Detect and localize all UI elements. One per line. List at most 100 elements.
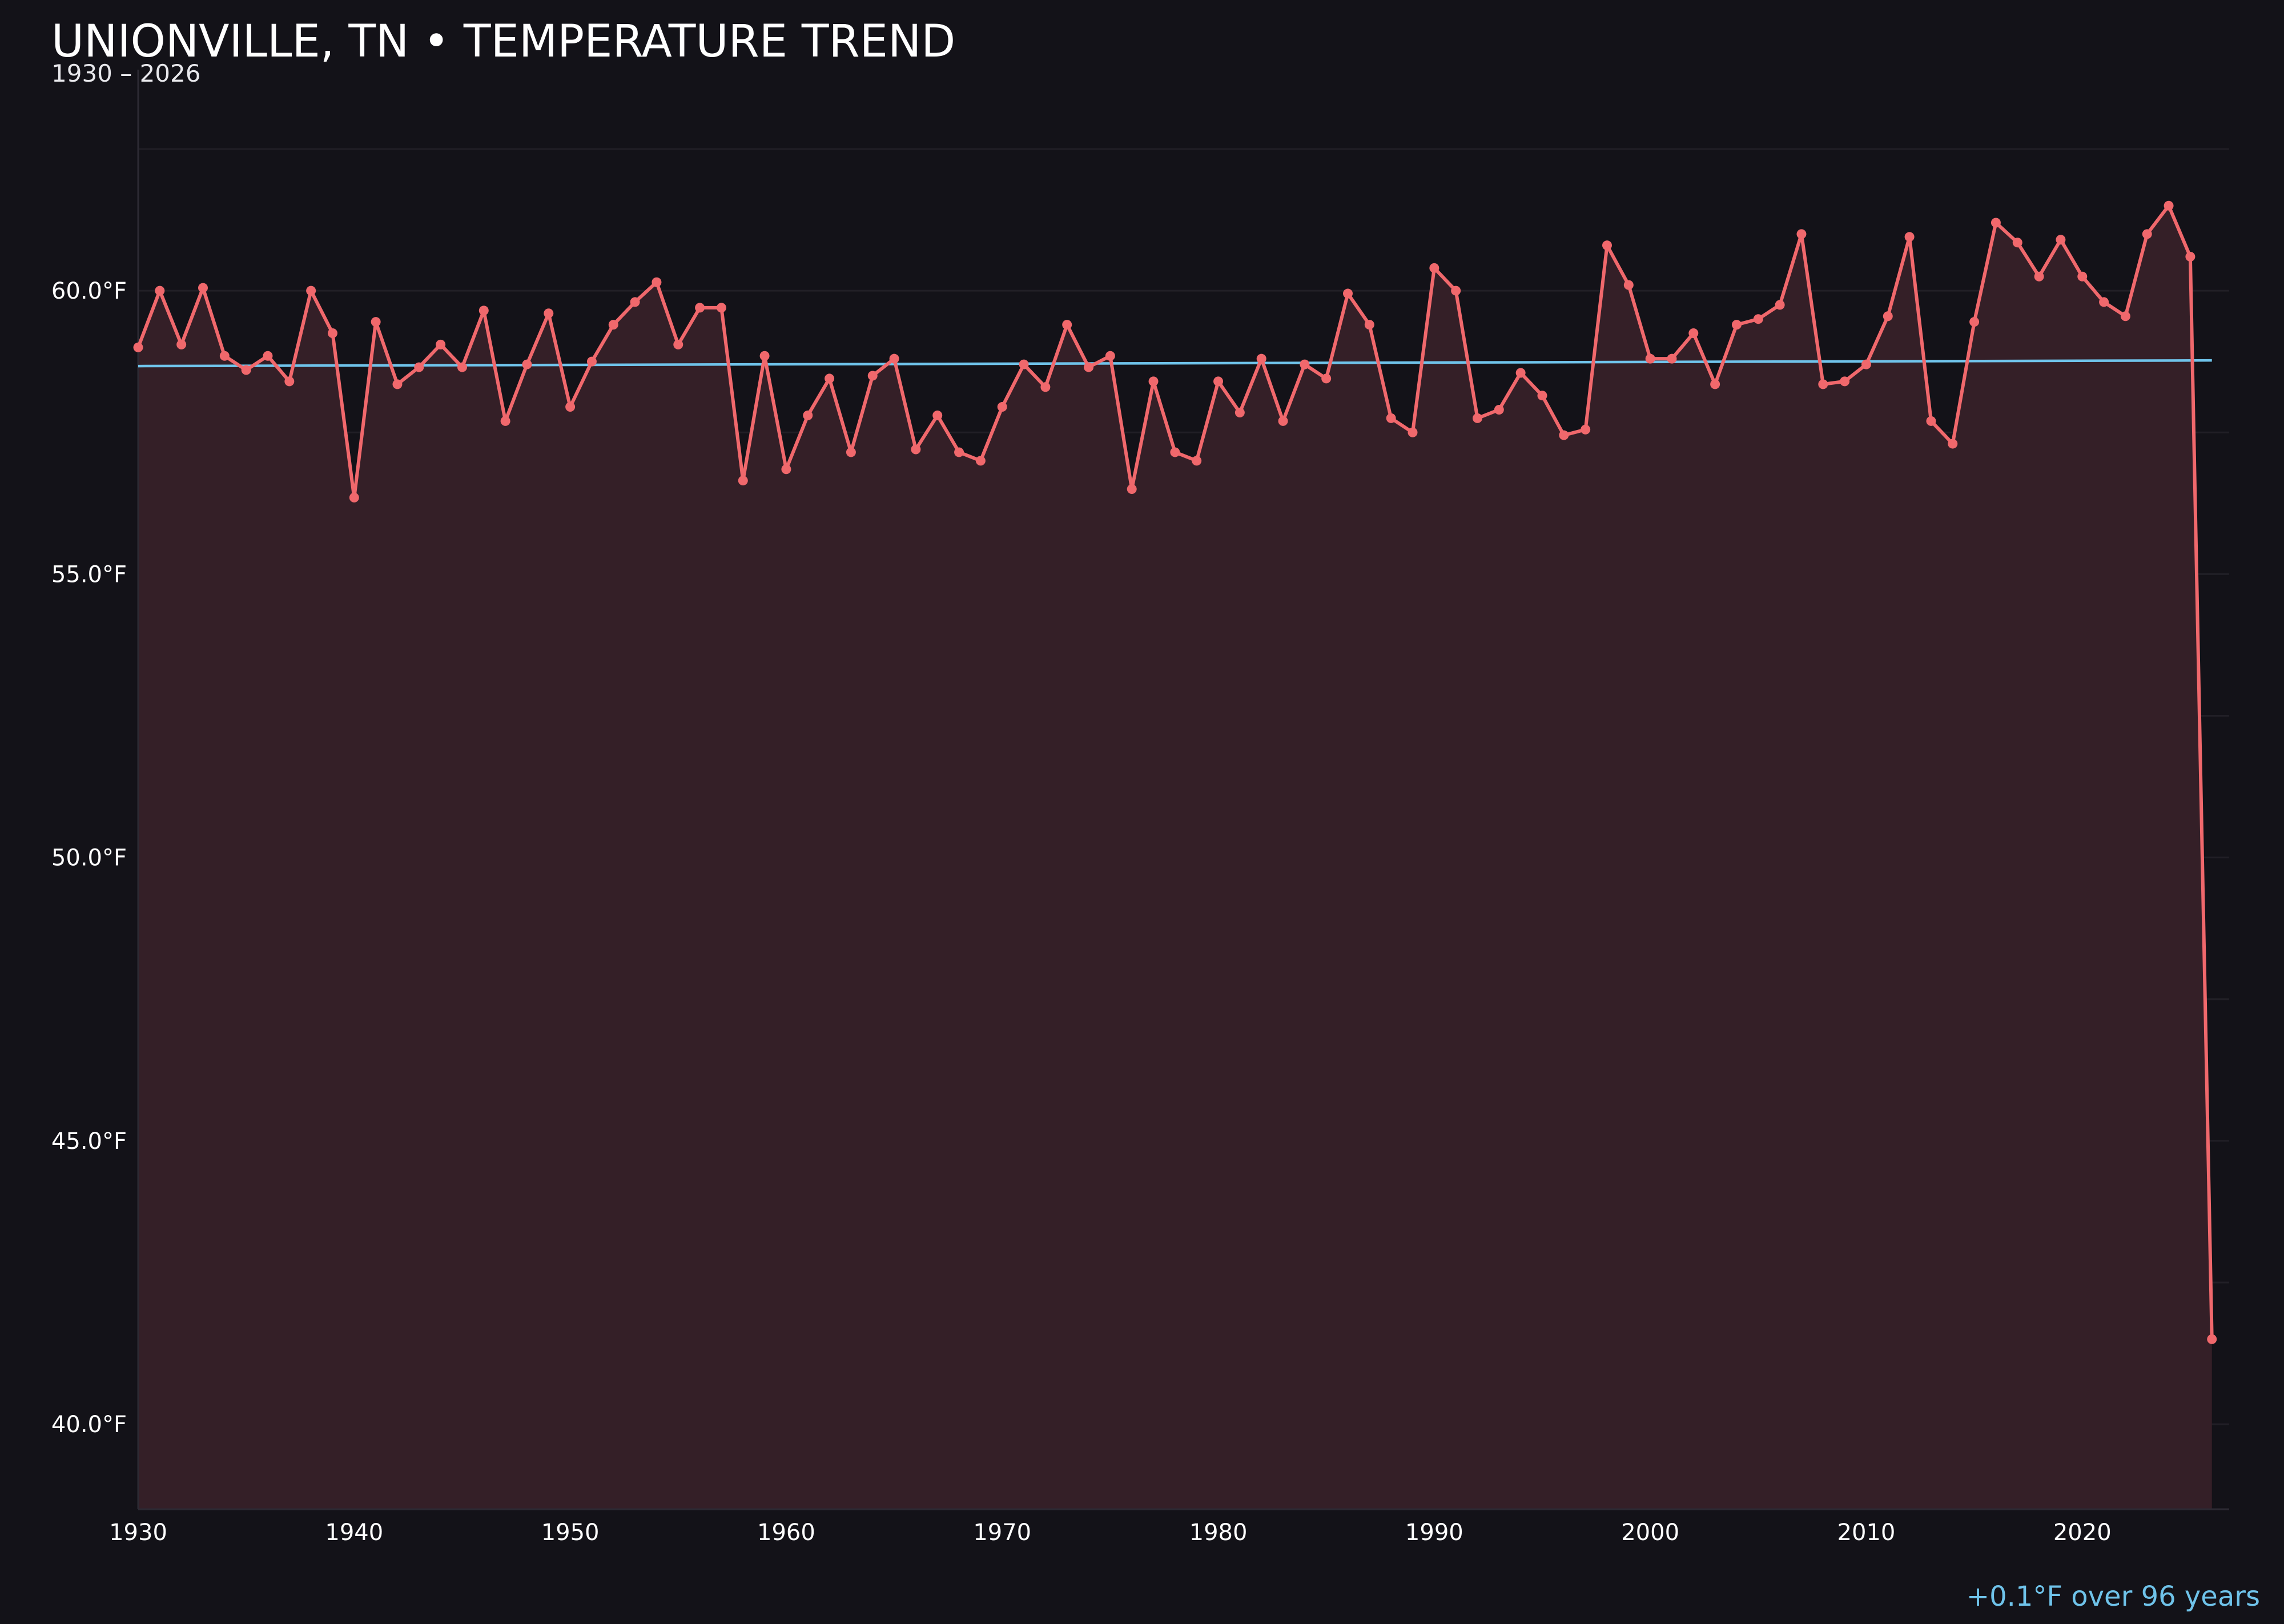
x-axis-ticks: 1930 1940 1950 1960 1970 1980 1990 2000 2010 2020: [109, 1520, 2112, 1546]
x-tick-label: 1950: [541, 1520, 600, 1546]
data-point: [133, 342, 143, 352]
data-point: [2207, 1334, 2217, 1344]
points-layer: [133, 200, 2217, 1344]
data-point: [349, 492, 359, 503]
data-point: [630, 297, 640, 307]
x-tick-label: 2020: [2053, 1520, 2112, 1546]
data-point: [1494, 405, 1504, 415]
data-point: [1710, 379, 1720, 389]
data-point: [1278, 416, 1288, 426]
data-point: [1602, 240, 1612, 251]
data-point: [1753, 314, 1763, 324]
data-point: [1105, 351, 1115, 361]
data-point: [2077, 271, 2088, 282]
data-point: [975, 456, 986, 466]
data-point: [1148, 376, 1159, 387]
data-point: [241, 365, 251, 375]
data-point: [1084, 362, 1094, 372]
data-point: [997, 402, 1007, 412]
data-point: [932, 410, 943, 420]
data-point: [1213, 376, 1224, 387]
data-point: [1235, 407, 1245, 417]
data-point: [1731, 320, 1742, 330]
data-point: [911, 444, 921, 455]
data-point: [803, 410, 813, 420]
data-point: [371, 317, 381, 327]
data-point: [673, 339, 683, 349]
data-point: [738, 476, 748, 486]
data-point: [954, 447, 964, 457]
data-point: [1559, 430, 1569, 440]
axes: [137, 70, 2229, 1510]
data-point: [652, 277, 662, 287]
data-point: [586, 356, 597, 367]
data-point: [1364, 320, 1374, 330]
x-tick-label: 2010: [1837, 1520, 1896, 1546]
data-point: [1127, 484, 1137, 494]
data-point: [2185, 252, 2195, 262]
data-point: [1429, 263, 1439, 273]
data-point: [1170, 447, 1180, 457]
data-point: [198, 283, 208, 293]
data-point: [759, 351, 770, 361]
data-point: [1321, 373, 1332, 384]
data-point: [1948, 439, 1958, 449]
y-tick-label: 60.0°F: [51, 278, 127, 304]
data-point: [436, 339, 446, 349]
data-point: [522, 359, 532, 369]
temperature-area: [138, 206, 2212, 1510]
data-point: [2099, 297, 2109, 307]
data-point: [478, 305, 489, 316]
data-point: [867, 371, 878, 381]
chart-title: UNIONVILLE, TN • TEMPERATURE TREND: [51, 16, 956, 67]
data-point: [284, 376, 295, 387]
data-point: [889, 353, 899, 364]
data-point: [1926, 416, 1936, 426]
data-point: [781, 464, 791, 475]
x-tick-label: 1980: [1189, 1520, 1248, 1546]
data-point: [1451, 286, 1461, 296]
data-point: [327, 328, 337, 339]
data-point: [1300, 359, 1310, 369]
area-fill: [138, 206, 2212, 1510]
data-point: [2164, 200, 2174, 211]
x-tick-label: 1930: [109, 1520, 167, 1546]
data-point: [1840, 376, 1850, 387]
x-tick-label: 2000: [1621, 1520, 1679, 1546]
data-point: [1688, 328, 1699, 339]
data-point: [1192, 456, 1202, 466]
data-point: [695, 303, 705, 313]
data-point: [1062, 320, 1072, 330]
data-point: [219, 351, 230, 361]
x-tick-label: 1940: [325, 1520, 383, 1546]
data-point: [176, 339, 187, 349]
x-tick-label: 1960: [757, 1520, 815, 1546]
data-point: [2012, 238, 2022, 248]
chart-subtitle: 1930 – 2026: [51, 59, 201, 87]
data-point: [1667, 353, 1677, 364]
x-tick-label: 1970: [973, 1520, 1031, 1546]
data-point: [392, 379, 403, 389]
data-point: [457, 362, 467, 372]
data-point: [608, 320, 618, 330]
data-point: [500, 416, 510, 426]
data-point: [2120, 311, 2130, 321]
data-point: [1343, 288, 1353, 299]
data-point: [1991, 218, 2001, 228]
y-tick-label: 50.0°F: [51, 845, 127, 871]
data-point: [1256, 353, 1266, 364]
data-point: [1861, 359, 1871, 369]
data-point: [1883, 311, 1893, 321]
y-tick-label: 45.0°F: [51, 1128, 127, 1155]
data-point: [414, 362, 424, 372]
y-axis-ticks: 40.0°F 45.0°F 50.0°F 55.0°F 60.0°F: [51, 278, 127, 1438]
data-point: [155, 286, 165, 296]
data-point: [1818, 379, 1828, 389]
data-point: [1537, 391, 1547, 401]
y-tick-label: 40.0°F: [51, 1412, 127, 1438]
data-point: [544, 308, 554, 319]
data-point: [1019, 359, 1029, 369]
data-point: [1796, 229, 1807, 239]
y-tick-label: 55.0°F: [51, 561, 127, 588]
